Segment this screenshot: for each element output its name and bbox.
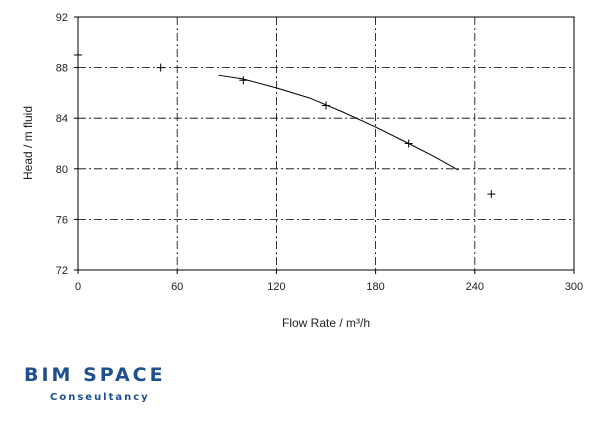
y-axis-label: Head / m fluid (21, 106, 35, 180)
data-point-marker (239, 76, 248, 85)
data-point-marker (487, 190, 496, 199)
x-tick-label: 60 (171, 281, 183, 293)
pump-curve-line (218, 74, 459, 171)
data-point-marker (404, 139, 413, 148)
grid-lines (78, 17, 574, 270)
y-tick-label: 84 (56, 113, 68, 125)
x-tick-label: 180 (366, 281, 384, 293)
company-logo: BIM SPACE Conseultancy (24, 364, 166, 403)
data-point-marker (156, 63, 165, 72)
y-tick-label: 72 (56, 265, 68, 277)
pump-curve-chart: 0 60 120 180 240 300 72 76 80 84 88 92 Flow Rate /… (21, 12, 583, 330)
y-tick-label: 88 (56, 63, 68, 75)
x-axis-label: Flow Rate / m³/h (282, 316, 370, 330)
x-tick-label: 120 (267, 281, 285, 293)
logo-title: BIM SPACE (24, 364, 166, 386)
x-tick-label: 240 (466, 281, 484, 293)
data-point-marker (74, 50, 82, 59)
x-tick-label: 300 (565, 281, 583, 293)
y-tick-label: 92 (56, 12, 68, 24)
y-tick-label: 80 (56, 164, 68, 176)
data-series (74, 50, 496, 199)
y-tick-label: 76 (56, 214, 68, 226)
data-point-marker (322, 101, 330, 110)
plot-area-frame (77, 16, 575, 271)
x-axis-ticks: 0 60 120 180 240 300 (75, 270, 583, 293)
y-axis-ticks: 72 76 80 84 88 92 (56, 12, 78, 277)
x-tick-label: 0 (75, 281, 81, 293)
logo-subtitle: Conseultancy (50, 392, 150, 403)
